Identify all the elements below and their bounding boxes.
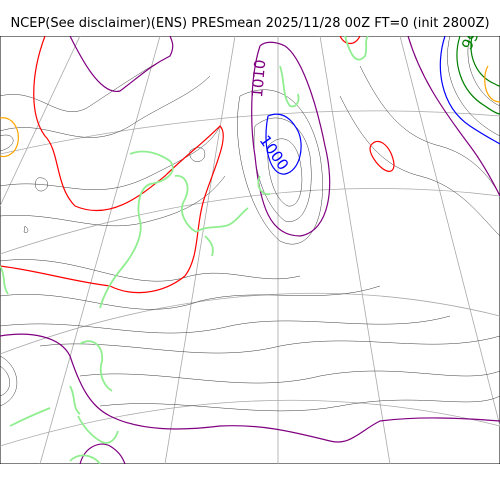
isobar-orange [0,65,500,158]
label-1010: 1010 [248,59,269,99]
pressure-map: 1010 1000 99 [0,36,500,464]
graticule [0,36,500,464]
isobar-blue [265,36,500,175]
map-title: NCEP(See disclaimer)(ENS) PRESmean 2025/… [10,16,490,31]
thin-contours [0,36,500,412]
map-frame [0,36,500,464]
isobar-green [456,36,500,115]
isobar-red [0,36,395,294]
coastline [0,36,369,464]
isobar-purple [0,36,500,464]
